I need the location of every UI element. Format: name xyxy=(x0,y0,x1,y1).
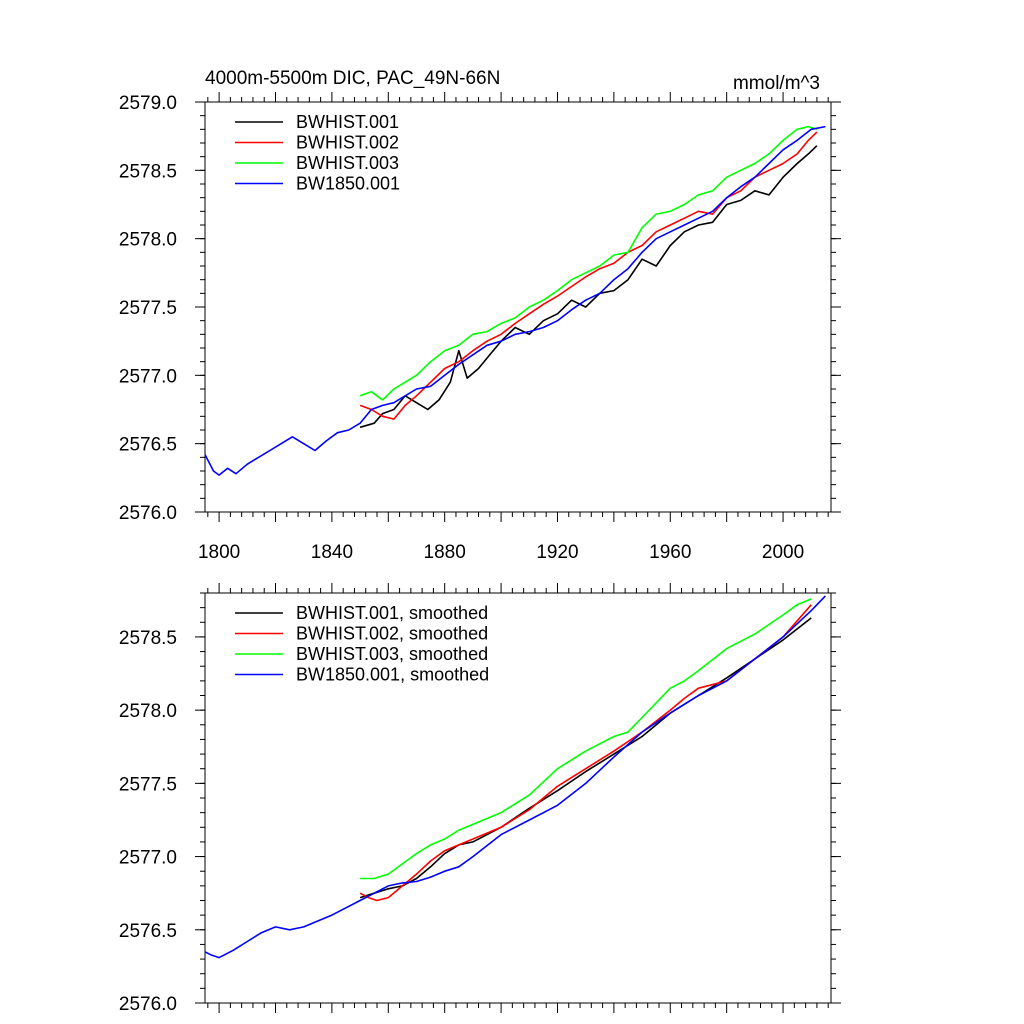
x-tick-label: 1960 xyxy=(649,542,691,563)
legend-label: BWHIST.002 xyxy=(296,133,399,153)
y-tick-label: 2576.0 xyxy=(119,994,177,1015)
y-tick-label: 2576.5 xyxy=(119,921,177,942)
y-tick-label: 2576.0 xyxy=(119,503,177,524)
y-tick-label: 2578.0 xyxy=(119,230,177,251)
series-line-bwhist-002 xyxy=(359,131,818,420)
legend-label: BW1850.001 xyxy=(296,174,400,194)
series-line-bw1850-001 xyxy=(204,125,826,476)
x-tick-label: 2000 xyxy=(762,542,804,563)
x-tick-label: 1800 xyxy=(198,542,240,563)
legend-label: BWHIST.003 xyxy=(296,153,399,173)
series-line-bwhist-002-smoothed xyxy=(359,604,812,902)
y-tick-label: 2578.5 xyxy=(119,628,177,649)
top-panel: 1800 1840 1880 1920 1960 2000 2576.0 2576.5 2577… xyxy=(119,92,841,563)
y-tick-label: 2579.0 xyxy=(119,93,177,114)
chart-title: 4000m-5500m DIC, PAC_49N-66N xyxy=(205,68,500,89)
y-tick-label: 2577.5 xyxy=(119,298,177,319)
series-line-bwhist-001 xyxy=(359,145,818,429)
x-tick-label: 1840 xyxy=(311,542,353,563)
legend-label: BWHIST.003, smoothed xyxy=(296,644,488,664)
legend-label: BWHIST.001 xyxy=(296,112,399,132)
x-tick-label: 1920 xyxy=(536,542,578,563)
y-tick-label: 2577.0 xyxy=(119,848,177,869)
x-tick-label: 1880 xyxy=(424,542,466,563)
legend-label: BWHIST.001, smoothed xyxy=(296,603,488,623)
legend-label: BWHIST.002, smoothed xyxy=(296,624,488,644)
series-line-bwhist-003-smoothed xyxy=(360,598,812,880)
series-line-bw1850-001-smoothed xyxy=(204,595,826,959)
y-tick-label: 2577.0 xyxy=(119,366,177,387)
series-line-bwhist-003 xyxy=(359,125,818,401)
bottom-panel: 2576.0 2576.5 2577.0 2577.5 2578.0 2578.5 BWHI… xyxy=(119,583,841,1015)
y-tick-label: 2578.5 xyxy=(119,161,177,182)
y-tick-label: 2578.0 xyxy=(119,701,177,722)
y-tick-label: 2577.5 xyxy=(119,774,177,795)
y-tick-label: 2576.5 xyxy=(119,435,177,456)
units-label: mmol/m^3 xyxy=(733,73,820,94)
legend-label: BW1850.001, smoothed xyxy=(296,665,489,685)
